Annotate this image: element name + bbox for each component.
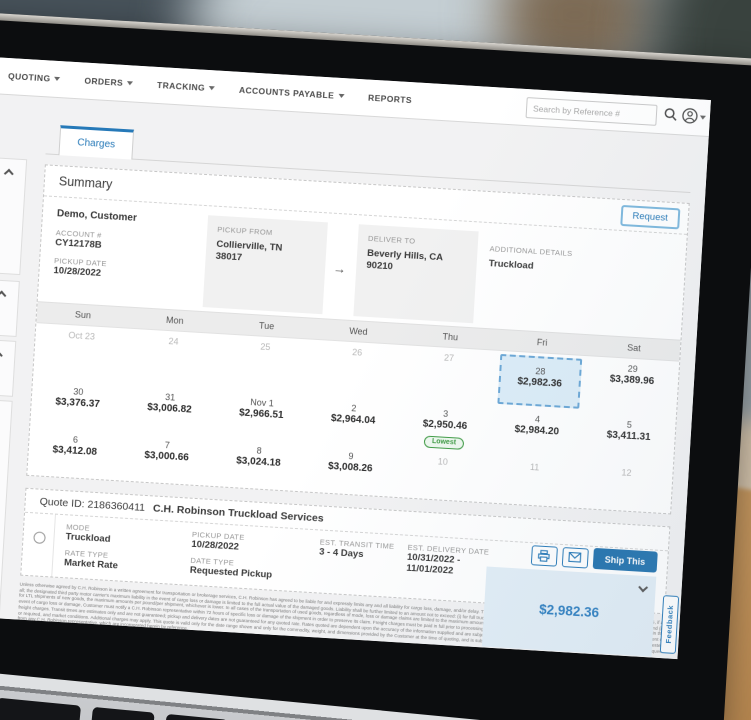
feedback-tab[interactable]: Feedback: [659, 595, 680, 654]
lowest-price-badge: Lowest: [423, 435, 465, 450]
quote-actions: Ship This: [530, 544, 658, 573]
calendar-cell[interactable]: 4 $2,984.20: [489, 407, 584, 460]
calendar-cell[interactable]: 3 $2,950.46 Lowest: [397, 401, 492, 454]
pickup-from-label: PICKUP FROM: [217, 224, 273, 238]
chevron-up-icon[interactable]: [0, 350, 3, 361]
calendar-cell[interactable]: Nov 1 $2,966.51: [214, 390, 309, 443]
calendar-cell[interactable]: 24: [125, 329, 220, 390]
additional-details-value: Truckload: [488, 258, 534, 272]
calendar-date: 11: [529, 461, 540, 473]
calendar-date: 24: [168, 336, 179, 347]
quote-dates-column: PICKUP DATE 10/28/2022 DATE TYPE Request…: [189, 530, 274, 587]
quote-carrier-name: C.H. Robinson Truckload Services: [152, 502, 325, 525]
calendar-cell[interactable]: 7 $3,000.66: [119, 432, 214, 485]
nav-menu: QUOTING ORDERS TRACKING ACCOUNTS PAYABLE REP…: [7, 58, 413, 118]
summary-customer-column: Demo, Customer ACCOUNT # CY12178B PICKUP…: [53, 208, 202, 293]
deliver-to-label: DELIVER TO: [367, 233, 416, 246]
additional-details-column: ADDITIONAL DETAILS Truckload: [488, 244, 572, 274]
search-icon[interactable]: [662, 106, 678, 127]
tab-charges[interactable]: Charges: [58, 125, 135, 160]
sidebar-section-4[interactable]: [0, 394, 13, 631]
calendar-date: 27: [443, 352, 455, 364]
search-input[interactable]: [525, 97, 658, 126]
envelope-icon: [568, 551, 582, 563]
quote-mode-column: MODE Truckload RATE TYPE Market Rate: [63, 522, 120, 577]
calendar-cell[interactable]: 8 $3,024.18: [211, 438, 306, 491]
quote-card: Quote ID: 2186360411 C.H. Robinson Truckl…: [20, 487, 671, 657]
rate-type-value: Market Rate: [63, 557, 119, 572]
email-quote-button[interactable]: [561, 546, 589, 569]
caret-down-icon: [208, 86, 216, 91]
print-quote-button[interactable]: [530, 544, 558, 567]
request-button[interactable]: Request: [619, 204, 681, 230]
calendar-cell[interactable]: 25: [217, 334, 312, 395]
calendar-cell[interactable]: 11: [486, 454, 581, 507]
summary-title: Summary: [58, 174, 113, 192]
quote-price-panel: $2,982.36: [481, 566, 657, 657]
user-menu-caret-icon[interactable]: [699, 115, 706, 120]
mode-value: Truckload: [65, 531, 111, 545]
top-navbar: QUOTING ORDERS TRACKING ACCOUNTS PAYABLE REP…: [0, 53, 711, 138]
laptop-screen-bezel: QUOTING ORDERS TRACKING ACCOUNTS PAYABLE REP…: [0, 8, 751, 720]
deliver-to-box: DELIVER TO Beverly Hills, CA 90210: [353, 224, 479, 324]
nav-item-quoting[interactable]: QUOTING: [8, 71, 61, 84]
chevron-up-icon[interactable]: [0, 290, 7, 301]
calendar-cell[interactable]: 2 $2,964.04: [306, 396, 401, 449]
calendar-cell[interactable]: 6 $3,412.08: [27, 427, 122, 480]
chevron-up-icon[interactable]: [3, 168, 14, 179]
calendar-cell[interactable]: 5 $3,411.31: [581, 412, 676, 465]
additional-details-label: ADDITIONAL DETAILS: [489, 244, 573, 259]
calendar-cell[interactable]: 9 $3,008.26: [303, 443, 398, 496]
nav-item-tracking[interactable]: TRACKING: [157, 80, 216, 93]
calendar-cell[interactable]: 29 $3,389.96: [584, 356, 679, 417]
nav-item-orders[interactable]: ORDERS: [84, 76, 134, 89]
quote-delivery-column: EST. DELIVERY DATE 10/31/2022 - 11/01/20…: [406, 543, 489, 585]
quote-price: $2,982.36: [538, 601, 600, 621]
calendar-cell[interactable]: 30 $3,376.37: [30, 379, 125, 432]
sidebar-section-1[interactable]: [0, 152, 28, 276]
customer-name: Demo, Customer: [56, 208, 138, 224]
route-arrow-icon: →: [332, 260, 347, 277]
quote-gutter-line: [51, 514, 56, 577]
rate-calendar: Sun Mon Tue Wed Thu Fri Sat Oct 23 24 25 26 27 28 $2…: [27, 301, 681, 513]
quote-transit-column: EST. TRANSIT TIME 3 - 4 Days: [319, 537, 395, 567]
ship-this-button[interactable]: Ship This: [592, 547, 658, 573]
caret-down-icon: [127, 81, 134, 86]
calendar-cell[interactable]: 26: [309, 340, 404, 401]
freight-app: QUOTING ORDERS TRACKING ACCOUNTS PAYABLE REP…: [0, 53, 711, 660]
quote-radio-button[interactable]: [33, 531, 46, 545]
calendar-selected-cell[interactable]: 28 $2,982.36: [497, 353, 583, 409]
calendar-cell[interactable]: 31 $3,006.82: [122, 385, 217, 438]
calendar-date: 12: [621, 467, 632, 478]
laptop-display: QUOTING ORDERS TRACKING ACCOUNTS PAYABLE REP…: [0, 53, 711, 660]
chevron-down-icon[interactable]: [638, 582, 649, 593]
calendar-cell[interactable]: Oct 23: [33, 323, 128, 384]
printer-icon: [537, 549, 550, 562]
summary-card: Summary Request Demo, Customer ACCOUNT #…: [26, 164, 690, 515]
caret-down-icon: [338, 93, 345, 99]
calendar-date: 26: [351, 347, 363, 358]
nav-item-accounts-payable[interactable]: ACCOUNTS PAYABLE: [239, 85, 345, 101]
calendar-date: Oct 23: [68, 330, 96, 342]
calendar-cell[interactable]: 12: [578, 460, 673, 513]
calendar-cell[interactable]: 10: [395, 449, 490, 502]
calendar-cell[interactable]: 27: [400, 345, 495, 406]
pickup-from-box: PICKUP FROM Collierville, TN 38017: [202, 215, 328, 315]
calendar-cell[interactable]: 28 $2,982.36: [492, 351, 587, 412]
sidebar-section-2[interactable]: [0, 274, 20, 337]
quote-id: Quote ID: 2186360411: [39, 495, 146, 514]
nav-item-reports[interactable]: REPORTS: [367, 92, 413, 106]
calendar-date: 25: [260, 341, 271, 353]
caret-down-icon: [54, 76, 61, 82]
user-account-icon[interactable]: [681, 107, 698, 129]
sidebar-section-3[interactable]: [0, 334, 17, 397]
calendar-date: 10: [437, 456, 449, 467]
